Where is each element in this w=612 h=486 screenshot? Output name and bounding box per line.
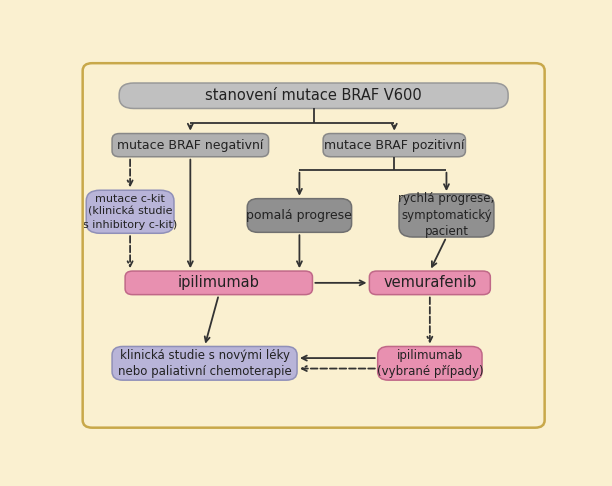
FancyBboxPatch shape <box>323 134 466 157</box>
Text: pomalá progrese: pomalá progrese <box>247 209 353 222</box>
FancyBboxPatch shape <box>86 190 174 233</box>
Text: ipilimumab
(vybrané případy): ipilimumab (vybrané případy) <box>376 348 483 378</box>
FancyBboxPatch shape <box>399 194 494 237</box>
Text: vemurafenib: vemurafenib <box>383 276 477 290</box>
FancyBboxPatch shape <box>125 271 313 295</box>
FancyBboxPatch shape <box>119 83 508 108</box>
Text: mutace BRAF negativní: mutace BRAF negativní <box>117 139 264 152</box>
FancyBboxPatch shape <box>247 199 351 232</box>
Text: mutace BRAF pozitivní: mutace BRAF pozitivní <box>324 139 465 152</box>
FancyBboxPatch shape <box>112 134 269 157</box>
Text: ipilimumab: ipilimumab <box>178 276 259 290</box>
Text: mutace c-kit
(klinická studie
s inhibitory c-kit): mutace c-kit (klinická studie s inhibito… <box>83 194 177 229</box>
Text: stanovení mutace BRAF V600: stanovení mutace BRAF V600 <box>205 88 422 103</box>
FancyBboxPatch shape <box>112 347 297 380</box>
FancyBboxPatch shape <box>378 347 482 380</box>
Text: klinická studie s novými léky
nebo paliativní chemoterapie: klinická studie s novými léky nebo palia… <box>118 348 291 378</box>
FancyBboxPatch shape <box>370 271 490 295</box>
Text: rychlá progrese,
symptomatický
pacient: rychlá progrese, symptomatický pacient <box>398 192 494 239</box>
